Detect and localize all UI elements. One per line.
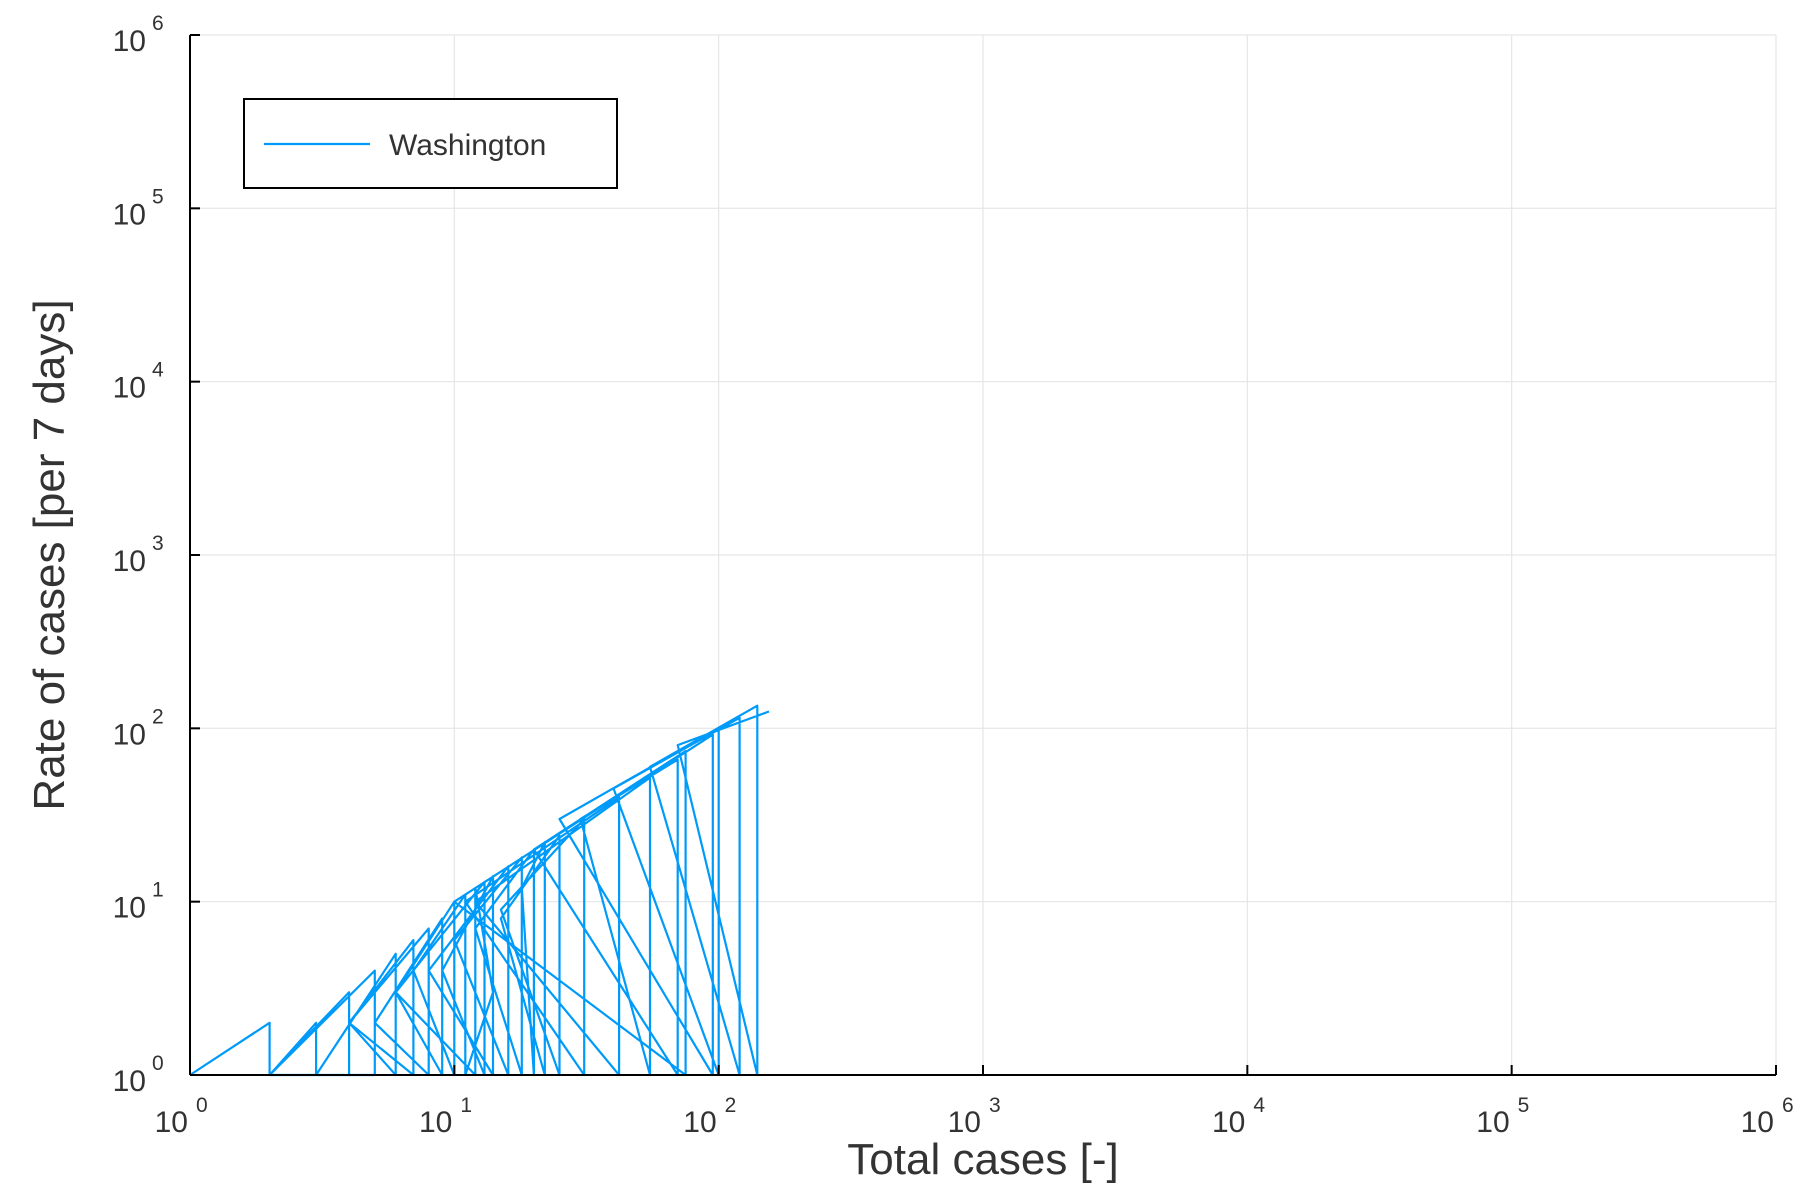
x-tick-exponent: 0 [196, 1094, 208, 1117]
x-tick-exponent: 1 [460, 1094, 472, 1117]
legend: Washington [243, 98, 618, 189]
series-line-washington [189, 704, 770, 1077]
x-tick-label: 10 [1212, 1106, 1245, 1139]
y-tick-label: 10 [113, 372, 146, 405]
y-tick-label: 10 [113, 892, 146, 925]
x-tick-label: 10 [419, 1106, 452, 1139]
x-tick-label: 10 [683, 1106, 716, 1139]
series-layer [189, 704, 770, 1077]
grid-lines [190, 34, 1777, 1075]
x-tick-exponent: 6 [1782, 1094, 1794, 1117]
x-tick-label: 10 [1476, 1106, 1509, 1139]
y-tick-label: 10 [113, 545, 146, 578]
y-tick-label: 10 [113, 718, 146, 751]
x-axis-ticks: 10 0 10 1 10 2 10 3 10 4 10 5 10 6 [155, 1065, 1794, 1139]
x-tick-exponent: 4 [1253, 1094, 1265, 1117]
x-tick-label: 10 [155, 1106, 188, 1139]
y-tick-exponent: 5 [152, 185, 164, 208]
y-tick-exponent: 0 [152, 1052, 164, 1075]
y-tick-exponent: 2 [152, 705, 164, 728]
x-tick-exponent: 3 [989, 1094, 1001, 1117]
y-tick-label: 10 [113, 25, 146, 58]
y-tick-exponent: 1 [152, 879, 164, 902]
legend-label-washington: Washington [389, 129, 546, 162]
x-tick-label: 10 [1741, 1106, 1774, 1139]
x-tick-label: 10 [948, 1106, 981, 1139]
y-tick-exponent: 6 [152, 12, 164, 35]
y-tick-label: 10 [113, 198, 146, 231]
y-axis-title: Rate of cases [per 7 days] [25, 299, 74, 810]
x-tick-exponent: 2 [725, 1094, 737, 1117]
y-tick-exponent: 3 [152, 532, 164, 555]
y-axis-ticks: 10 0 10 1 10 2 10 3 10 4 10 5 10 6 [113, 12, 200, 1098]
y-tick-exponent: 4 [152, 359, 164, 382]
y-tick-label: 10 [113, 1065, 146, 1098]
x-tick-exponent: 5 [1518, 1094, 1530, 1117]
x-axis-title: Total cases [-] [847, 1135, 1118, 1184]
